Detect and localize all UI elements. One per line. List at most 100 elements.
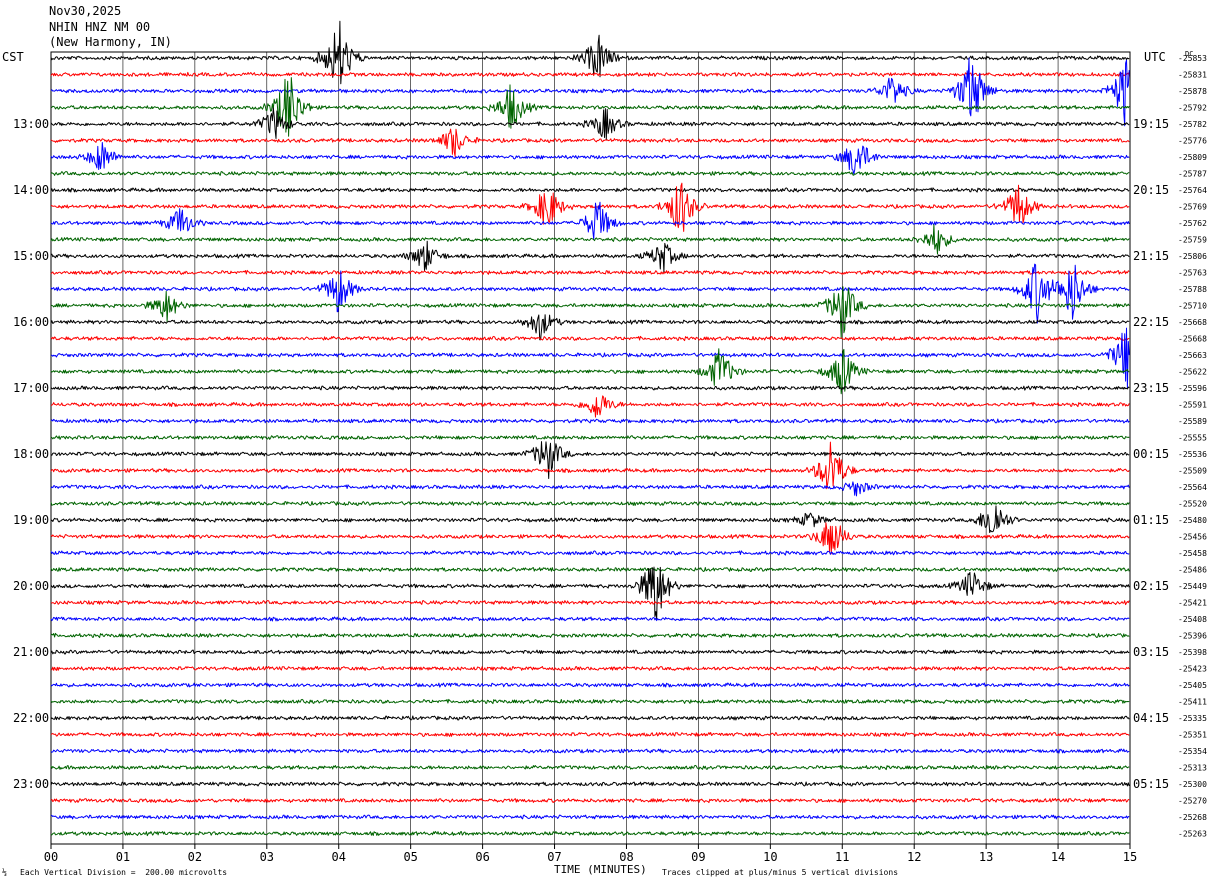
trace-line [50, 20, 1130, 85]
x-tick-label: 05 [403, 850, 417, 864]
x-tick-label: 07 [547, 850, 561, 864]
trace-line [50, 171, 1130, 177]
x-tick-label: 08 [619, 850, 633, 864]
dc-offset-label: -25596 [1178, 384, 1207, 393]
trace-line [50, 764, 1130, 771]
left-hour-label: 22:00 [13, 711, 49, 725]
header-station: NHIN HNZ NM 00 [49, 20, 151, 34]
x-tick-label: 15 [1123, 850, 1137, 864]
x-tick-label: 12 [907, 850, 921, 864]
trace-line [50, 263, 1130, 324]
trace-line [50, 715, 1130, 721]
right-hour-label: 01:15 [1133, 513, 1169, 527]
trace-line [50, 649, 1130, 655]
dc-offset-label: -25759 [1178, 236, 1207, 245]
left-hour-label: 13:00 [13, 117, 49, 131]
x-tick-label: 03 [260, 850, 274, 864]
trace-line [50, 567, 1130, 572]
trace-line [50, 335, 1130, 342]
dc-offset-label: -25589 [1178, 417, 1207, 426]
trace-line [50, 314, 1130, 341]
trace-line [50, 71, 1130, 77]
header-location: (New Harmony, IN) [49, 35, 172, 49]
trace-line [50, 128, 1130, 157]
header-date: Nov30,2025 [49, 4, 122, 18]
trace-line [50, 550, 1130, 556]
dc-offset-label: -25300 [1178, 780, 1207, 789]
left-hour-label: 17:00 [13, 381, 49, 395]
trace-line [50, 327, 1130, 389]
dc-offset-label: -25555 [1178, 434, 1207, 443]
left-hour-label: 18:00 [13, 447, 49, 461]
trace-line [50, 814, 1130, 820]
left-hour-label: 16:00 [13, 315, 49, 329]
x-tick-label: 04 [332, 850, 346, 864]
dc-offset-label: -25769 [1178, 203, 1207, 212]
dc-offset-label: -25270 [1178, 797, 1207, 806]
trace-line [50, 682, 1130, 688]
trace-line [50, 522, 1130, 555]
trace-line [50, 830, 1130, 837]
trace-line [50, 748, 1130, 754]
dc-offset-label: -25398 [1178, 648, 1207, 657]
x-tick-label: 14 [1051, 850, 1065, 864]
right-hour-label: 03:15 [1133, 645, 1169, 659]
dc-offset-label: -25782 [1178, 120, 1207, 129]
trace-line [50, 435, 1130, 441]
dc-offset-label: -25788 [1178, 285, 1207, 294]
trace-line [50, 142, 1130, 175]
right-hour-label: 20:15 [1133, 183, 1169, 197]
trace-line [50, 732, 1130, 738]
trace-line [50, 77, 1130, 137]
trace-line [50, 385, 1130, 391]
dc-offset-label: -25663 [1178, 351, 1207, 360]
dc-offset-label: -25423 [1178, 665, 1207, 674]
dc-offset-label: -25405 [1178, 681, 1207, 690]
x-axis-title: TIME (MINUTES) [554, 863, 647, 876]
dc-offset-label: -25458 [1178, 549, 1207, 558]
trace-line [50, 269, 1130, 276]
dc-offset-label: -25787 [1178, 170, 1207, 179]
trace-line [50, 286, 1130, 340]
right-hour-label: 04:15 [1133, 711, 1169, 725]
dc-offset-label: -25509 [1178, 467, 1207, 476]
trace-line [50, 441, 1130, 479]
dc-offset-label: -25831 [1178, 71, 1207, 80]
dc-offset-label: -25313 [1178, 764, 1207, 773]
trace-line [50, 505, 1130, 533]
dc-offset-label: -25776 [1178, 137, 1207, 146]
footer-scale-note: Each Vertical Division = 200.00 microvol… [20, 868, 228, 877]
x-tick-label: 01 [116, 850, 130, 864]
right-hour-label: 05:15 [1133, 777, 1169, 791]
dc-offset-label: -25762 [1178, 219, 1207, 228]
trace-line [50, 187, 1130, 193]
dc-offset-label: -25520 [1178, 500, 1207, 509]
trace-line [50, 666, 1130, 671]
dc-offset-label: -25806 [1178, 252, 1207, 261]
left-hour-label: 19:00 [13, 513, 49, 527]
right-timezone-label: UTC [1144, 50, 1166, 64]
trace-line [50, 481, 1130, 497]
dc-offset-label: -25335 [1178, 714, 1207, 723]
trace-line [50, 240, 1130, 273]
dc-offset-label: -25486 [1178, 566, 1207, 575]
dc-offset-label: -25263 [1178, 830, 1207, 839]
right-hour-label: 02:15 [1133, 579, 1169, 593]
trace-line [50, 600, 1130, 606]
dc-offset-label: -25668 [1178, 318, 1207, 327]
dc-offset-label: -25763 [1178, 269, 1207, 278]
dc-label: DC [1185, 50, 1194, 58]
right-hour-label: 00:15 [1133, 447, 1169, 461]
plot-frame [50, 51, 1131, 845]
dc-offset-label: -25591 [1178, 401, 1207, 410]
trace-line [50, 348, 1130, 395]
right-hour-label: 23:15 [1133, 381, 1169, 395]
trace-line [50, 57, 1130, 127]
dc-offset-label: -25354 [1178, 747, 1207, 756]
x-tick-label: 10 [763, 850, 777, 864]
trace-line [50, 501, 1130, 506]
dc-offset-label: -25536 [1178, 450, 1207, 459]
left-hour-label: 23:00 [13, 777, 49, 791]
